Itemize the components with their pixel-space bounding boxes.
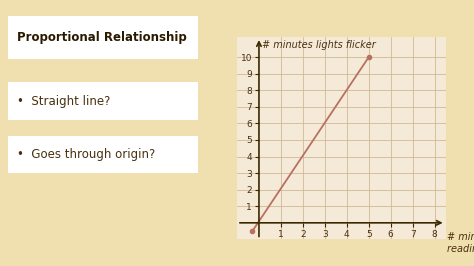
FancyBboxPatch shape	[9, 82, 198, 120]
FancyBboxPatch shape	[9, 136, 198, 173]
Text: # minutes lights flicker: # minutes lights flicker	[262, 40, 376, 50]
Text: Proportional Relationship: Proportional Relationship	[17, 31, 186, 44]
FancyBboxPatch shape	[9, 16, 198, 59]
Text: # minutes
reading notes: # minutes reading notes	[447, 232, 474, 253]
Text: •  Goes through origin?: • Goes through origin?	[17, 148, 155, 161]
Text: •  Straight line?: • Straight line?	[17, 95, 110, 107]
